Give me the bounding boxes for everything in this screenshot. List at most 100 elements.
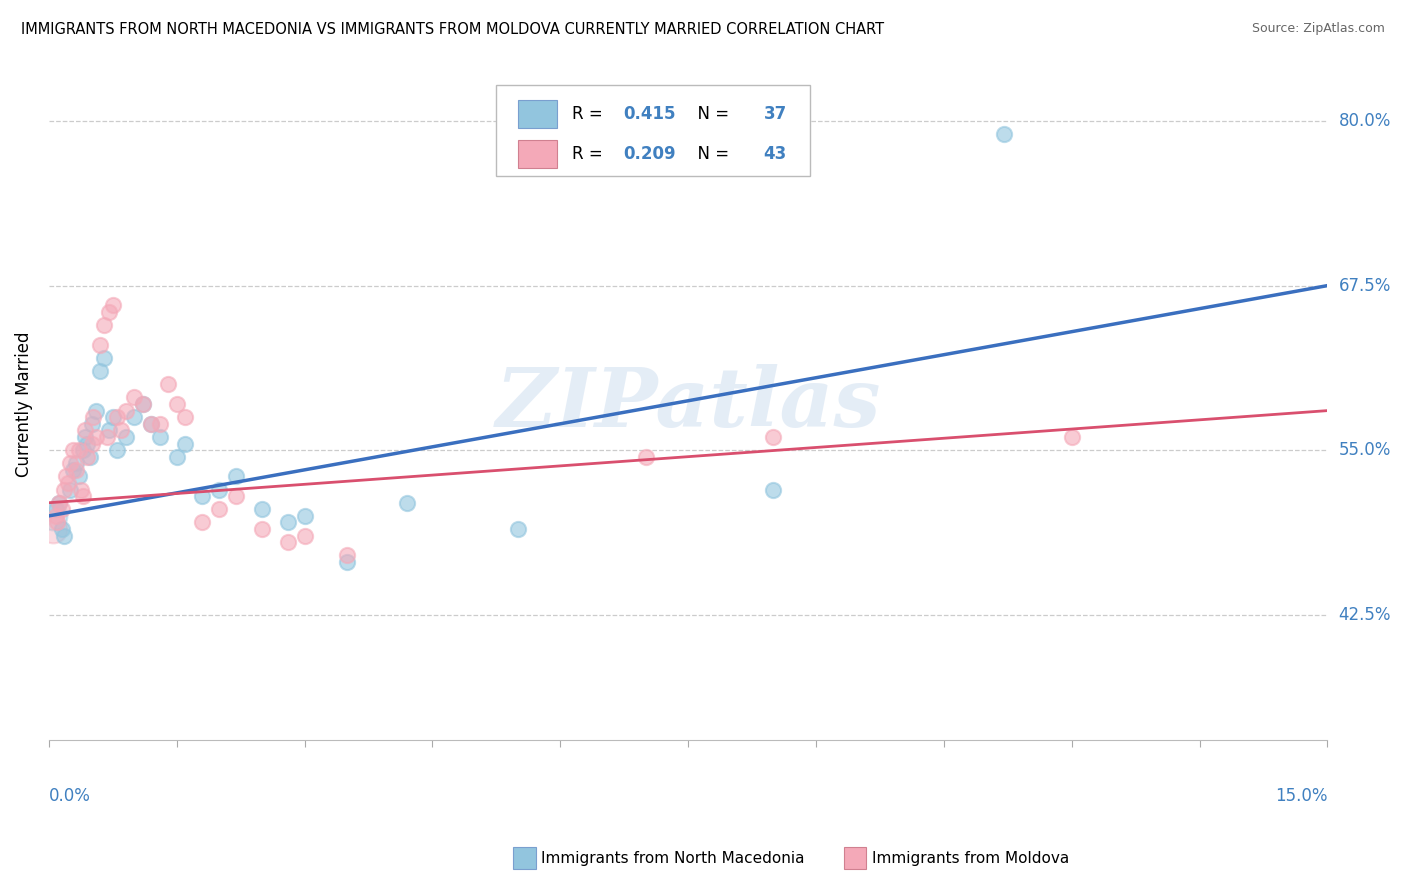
Point xyxy=(70,483,93,497)
Point xyxy=(208,483,231,497)
Point xyxy=(65,463,87,477)
Point xyxy=(55,469,77,483)
Point xyxy=(336,555,359,569)
Point xyxy=(122,391,145,405)
Point xyxy=(336,549,359,563)
Text: IMMIGRANTS FROM NORTH MACEDONIA VS IMMIGRANTS FROM MOLDOVA CURRENTLY MARRIED COR: IMMIGRANTS FROM NORTH MACEDONIA VS IMMIG… xyxy=(21,22,884,37)
Point xyxy=(93,351,115,365)
Point xyxy=(56,475,79,490)
Text: R =: R = xyxy=(572,145,607,163)
Point xyxy=(53,483,76,497)
Point xyxy=(149,417,172,431)
Point xyxy=(72,489,94,503)
Point xyxy=(84,430,107,444)
Point xyxy=(166,450,188,464)
Point xyxy=(80,436,103,450)
Text: 80.0%: 80.0% xyxy=(1339,112,1391,130)
Bar xyxy=(519,100,557,128)
Point xyxy=(1060,430,1083,444)
Point xyxy=(225,469,247,483)
Point xyxy=(76,450,98,464)
Point xyxy=(277,516,299,530)
Point xyxy=(174,410,197,425)
Text: Source: ZipAtlas.com: Source: ZipAtlas.com xyxy=(1251,22,1385,36)
Point xyxy=(105,443,128,458)
Text: 42.5%: 42.5% xyxy=(1339,606,1391,624)
Point xyxy=(72,443,94,458)
Point xyxy=(80,417,103,431)
Text: 0.0%: 0.0% xyxy=(49,787,91,805)
Point xyxy=(97,305,120,319)
Point xyxy=(114,430,136,444)
Point xyxy=(82,410,104,425)
Point xyxy=(89,338,111,352)
Point xyxy=(42,522,65,536)
Point xyxy=(67,469,90,483)
Point xyxy=(59,483,82,497)
Point xyxy=(191,516,214,530)
Point xyxy=(250,522,273,536)
Text: 55.0%: 55.0% xyxy=(1339,441,1391,459)
Point xyxy=(45,508,67,523)
Point xyxy=(132,397,155,411)
Text: N =: N = xyxy=(688,145,734,163)
Text: 37: 37 xyxy=(763,105,787,123)
Point xyxy=(84,403,107,417)
Point xyxy=(993,128,1015,142)
Point xyxy=(67,443,90,458)
Point xyxy=(73,423,96,437)
Text: 43: 43 xyxy=(763,145,787,163)
Point xyxy=(65,456,87,470)
Point xyxy=(62,443,84,458)
Point xyxy=(89,364,111,378)
Point xyxy=(79,450,101,464)
Point xyxy=(157,377,180,392)
Point xyxy=(208,502,231,516)
Point xyxy=(53,528,76,542)
Point xyxy=(395,496,418,510)
Point xyxy=(141,417,163,431)
Point xyxy=(51,502,73,516)
Point xyxy=(174,436,197,450)
Point xyxy=(93,318,115,332)
Point xyxy=(141,417,163,431)
Point xyxy=(294,508,316,523)
Text: Immigrants from North Macedonia: Immigrants from North Macedonia xyxy=(541,851,804,865)
Point xyxy=(166,397,188,411)
Point xyxy=(46,516,69,530)
Point xyxy=(42,508,65,523)
Point xyxy=(762,430,785,444)
Point xyxy=(225,489,247,503)
Point xyxy=(122,410,145,425)
Point xyxy=(191,489,214,503)
Point xyxy=(51,522,73,536)
Point xyxy=(45,502,67,516)
Point xyxy=(132,397,155,411)
Point xyxy=(73,430,96,444)
Point xyxy=(277,535,299,549)
Point xyxy=(96,430,118,444)
Text: R =: R = xyxy=(572,105,607,123)
Text: 67.5%: 67.5% xyxy=(1339,277,1391,294)
Text: 0.209: 0.209 xyxy=(623,145,676,163)
Text: N =: N = xyxy=(688,105,734,123)
FancyBboxPatch shape xyxy=(496,86,810,176)
Point xyxy=(97,423,120,437)
Bar xyxy=(519,140,557,169)
Point xyxy=(62,463,84,477)
Point xyxy=(48,496,70,510)
Point xyxy=(48,496,70,510)
Text: ZIPatlas: ZIPatlas xyxy=(495,364,882,444)
Point xyxy=(59,456,82,470)
Point xyxy=(762,483,785,497)
Point xyxy=(110,423,132,437)
Y-axis label: Currently Married: Currently Married xyxy=(15,331,32,477)
Point xyxy=(76,436,98,450)
Point xyxy=(506,522,529,536)
Point xyxy=(114,403,136,417)
Point xyxy=(634,450,657,464)
Point xyxy=(294,528,316,542)
Text: 0.415: 0.415 xyxy=(623,105,675,123)
Point xyxy=(250,502,273,516)
Point xyxy=(101,410,124,425)
